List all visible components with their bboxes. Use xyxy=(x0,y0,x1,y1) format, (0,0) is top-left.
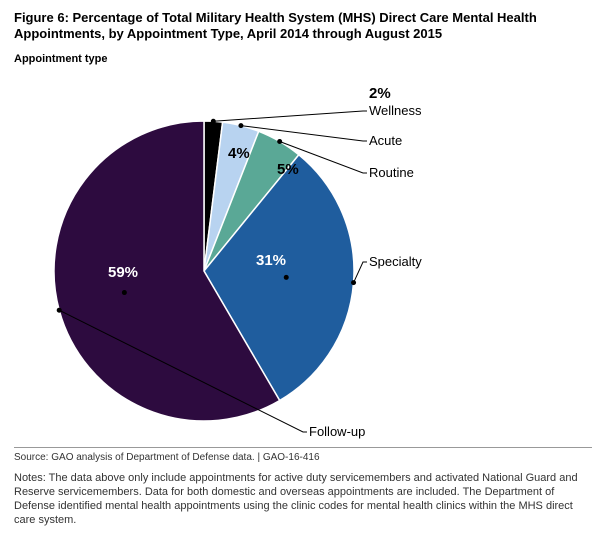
segment-label-routine: Routine xyxy=(369,165,414,180)
figure-notes: Notes: The data above only include appoi… xyxy=(14,471,592,528)
pct-label-specialty: 31% xyxy=(256,252,286,269)
dot-specialty xyxy=(284,274,289,279)
pie-svg: 2%Wellness 4% Acute 5% Routine 31% Specialty 59… xyxy=(14,71,592,441)
pct-label-routine: 5% xyxy=(277,161,299,178)
pct-label-wellness: 2% xyxy=(369,85,391,102)
leader-dot-specialty xyxy=(351,280,356,285)
segment-label-acute: Acute xyxy=(369,133,402,148)
source-line: Source: GAO analysis of Department of De… xyxy=(14,447,592,463)
leader-wellness xyxy=(213,111,367,121)
figure-subtitle: Appointment type xyxy=(14,53,592,65)
pie-chart: 2%Wellness 4% Acute 5% Routine 31% Specialty 59… xyxy=(14,71,592,441)
pct-label-follow-up: 59% xyxy=(108,264,138,281)
leader-specialty xyxy=(354,262,367,283)
figure-title: Figure 6: Percentage of Total Military H… xyxy=(14,10,592,43)
segment-label-specialty: Specialty xyxy=(369,254,422,269)
pct-label-acute: 4% xyxy=(228,145,250,162)
segment-label-follow-up: Follow-up xyxy=(309,424,365,439)
segment-label-wellness: Wellness xyxy=(369,103,422,118)
dot-follow-up xyxy=(122,290,127,295)
